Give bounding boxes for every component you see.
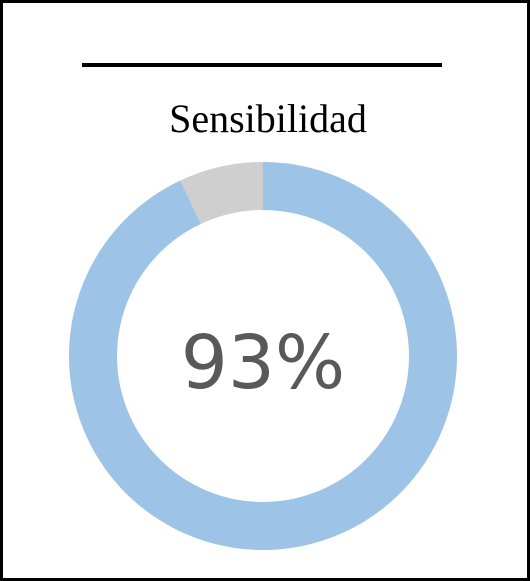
doughnut-slices	[68, 162, 458, 550]
top-rule	[82, 63, 442, 67]
chart-title: Sensibilidad	[169, 96, 367, 141]
slice-remainder	[180, 162, 263, 224]
center-percentage-label: 93%	[181, 320, 345, 406]
